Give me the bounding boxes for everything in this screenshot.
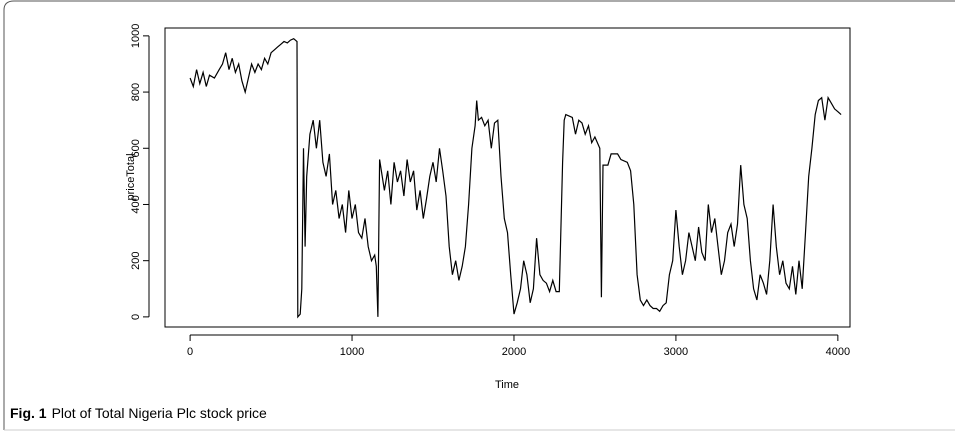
- caption-label: Fig. 1: [10, 405, 47, 421]
- x-tick-label: 0: [187, 346, 193, 358]
- figure-frame: [3, 0, 955, 430]
- y-tick-label: 600: [130, 139, 142, 157]
- y-tick-label: 400: [130, 195, 142, 213]
- x-tick-label: 3000: [664, 346, 688, 358]
- y-tick-label: 0: [130, 314, 142, 320]
- y-tick-label: 1000: [130, 24, 142, 48]
- caption-text: Plot of Total Nigeria Plc stock price: [52, 405, 267, 421]
- x-tick-label: 2000: [502, 346, 526, 358]
- caption: Fig. 1 Plot of Total Nigeria Plc stock pr…: [10, 405, 267, 421]
- x-tick-label: 1000: [340, 346, 364, 358]
- x-tick-label: 4000: [826, 346, 850, 358]
- plot-box: [164, 27, 851, 328]
- y-tick-label: 800: [130, 83, 142, 101]
- y-axis-label: priceTotal: [125, 153, 137, 200]
- y-tick-label: 200: [130, 252, 142, 270]
- price-line: [189, 38, 842, 319]
- x-axis-label: Time: [495, 379, 519, 391]
